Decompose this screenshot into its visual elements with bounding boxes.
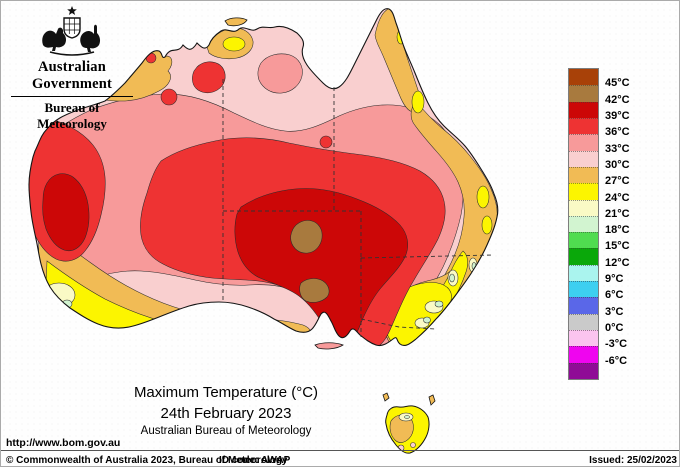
zone-tas-mint xyxy=(404,415,410,419)
crest-shield-icon xyxy=(63,17,81,39)
legend-label: 12°C xyxy=(605,256,630,269)
zone-18-21-alps2 xyxy=(423,316,431,324)
zone-18-21-sw xyxy=(61,299,73,309)
government-title: Australian Government xyxy=(31,59,113,92)
border-nsw-vic xyxy=(360,318,436,330)
legend-swatch xyxy=(569,134,598,151)
legend-label: 15°C xyxy=(605,240,630,253)
zone-tas-pink2 xyxy=(410,442,416,448)
legend-swatch xyxy=(569,297,598,314)
zone-18-21-nsw1 xyxy=(449,273,455,283)
legend-label: 18°C xyxy=(605,224,630,237)
legend-label: 33°C xyxy=(605,142,630,155)
legend-label: -6°C xyxy=(605,354,628,367)
legend-swatch xyxy=(569,330,598,347)
legend-label: 24°C xyxy=(605,191,630,204)
legend-swatch xyxy=(569,150,598,167)
legend-swatch-column xyxy=(568,68,599,380)
legend-swatch xyxy=(569,183,598,200)
legend-label: 3°C xyxy=(605,305,624,318)
map-title-block: Maximum Temperature (°C) 24th February 2… xyxy=(61,384,391,437)
island-melville xyxy=(224,17,248,27)
legend-swatch xyxy=(569,199,598,216)
legend-swatch xyxy=(569,101,598,118)
border-qld-nsw xyxy=(360,254,493,259)
state-borders xyxy=(222,79,493,337)
legend-label: 42°C xyxy=(605,93,630,106)
legend-label: 30°C xyxy=(605,158,630,171)
crest-star-icon xyxy=(67,6,77,15)
zone-24-27-topend-spot xyxy=(222,36,246,52)
legend-swatch xyxy=(569,248,598,265)
legend-label: 6°C xyxy=(605,289,624,302)
zone-18-21-bight xyxy=(248,328,262,336)
legend-label: 9°C xyxy=(605,273,624,286)
legend-label: 36°C xyxy=(605,126,630,139)
legend-label: 27°C xyxy=(605,175,630,188)
island-flinders xyxy=(428,394,436,406)
legend-swatch xyxy=(569,346,598,363)
legend-label: 21°C xyxy=(605,207,630,220)
coastline-mainland xyxy=(28,8,499,347)
coat-of-arms-icon xyxy=(42,6,101,56)
island-kangaroo xyxy=(314,342,344,350)
header-divider xyxy=(11,96,133,97)
legend-swatch xyxy=(569,85,598,102)
government-header: Australian Government Bureau of Meteorol… xyxy=(9,5,135,132)
copyright-text: © Commonwealth of Australia 2023, Bureau… xyxy=(6,455,288,466)
zone-36-39-spot-north xyxy=(319,135,333,149)
legend-swatch xyxy=(569,166,598,184)
bureau-title: Bureau of Meteorology xyxy=(37,100,107,131)
zone-18-21-alps1 xyxy=(434,300,444,308)
legend-label: -3°C xyxy=(605,338,628,351)
zone-42-45-core2 xyxy=(299,278,330,303)
zone-24-27-capeyork-spot1 xyxy=(411,90,425,114)
map-title: Maximum Temperature (°C) xyxy=(133,384,319,401)
legend-swatch xyxy=(569,281,598,298)
legend-swatch xyxy=(569,117,598,135)
map-area: Australian Government Bureau of Meteorol… xyxy=(1,1,679,454)
emu-icon xyxy=(80,24,101,52)
coastline-tasmania xyxy=(385,405,430,454)
zone-36-39-kimberley1 xyxy=(192,61,226,94)
island-king xyxy=(382,392,390,402)
zone-33-36-topend xyxy=(257,53,303,94)
bom-url: http://www.bom.gov.au xyxy=(6,437,121,449)
zone-42-45-core1 xyxy=(290,220,323,254)
footer-bar: © Commonwealth of Australia 2023, Bureau… xyxy=(1,450,679,466)
zone-36-39-kimberley2 xyxy=(160,88,178,106)
legend-label: 0°C xyxy=(605,322,624,335)
issued-text: Issued: 25/02/2023 xyxy=(589,455,677,466)
zone-36-39-kimberley3 xyxy=(145,52,157,64)
zone-21-24-bight xyxy=(242,324,284,338)
zone-39-42-west-core xyxy=(42,173,90,251)
legend-label: 39°C xyxy=(605,109,630,122)
legend-swatch xyxy=(569,264,598,282)
legend-label: 45°C xyxy=(605,77,630,90)
map-date: 24th February 2023 xyxy=(160,405,292,422)
legend-labels: 45°C 42°C 39°C 36°C 33°C 30°C 27°C 24°C 21°C 18°C… xyxy=(605,68,651,380)
map-subtitle: Australian Bureau of Meteorology xyxy=(140,425,312,437)
kangaroo-icon xyxy=(42,27,67,51)
zone-24-27-qldcoast-spot1 xyxy=(476,185,490,209)
zone-24-27-qldcoast-spot2 xyxy=(481,215,493,235)
id-code-text: ID code: AWAP xyxy=(219,455,291,466)
crest-scroll-icon xyxy=(49,51,95,56)
legend-swatch xyxy=(569,313,598,330)
legend-swatch xyxy=(569,69,598,86)
legend-swatch xyxy=(569,232,598,249)
legend-swatch xyxy=(569,215,598,233)
legend-swatch xyxy=(569,362,598,379)
zone-27-30-eastcoast xyxy=(390,100,498,346)
